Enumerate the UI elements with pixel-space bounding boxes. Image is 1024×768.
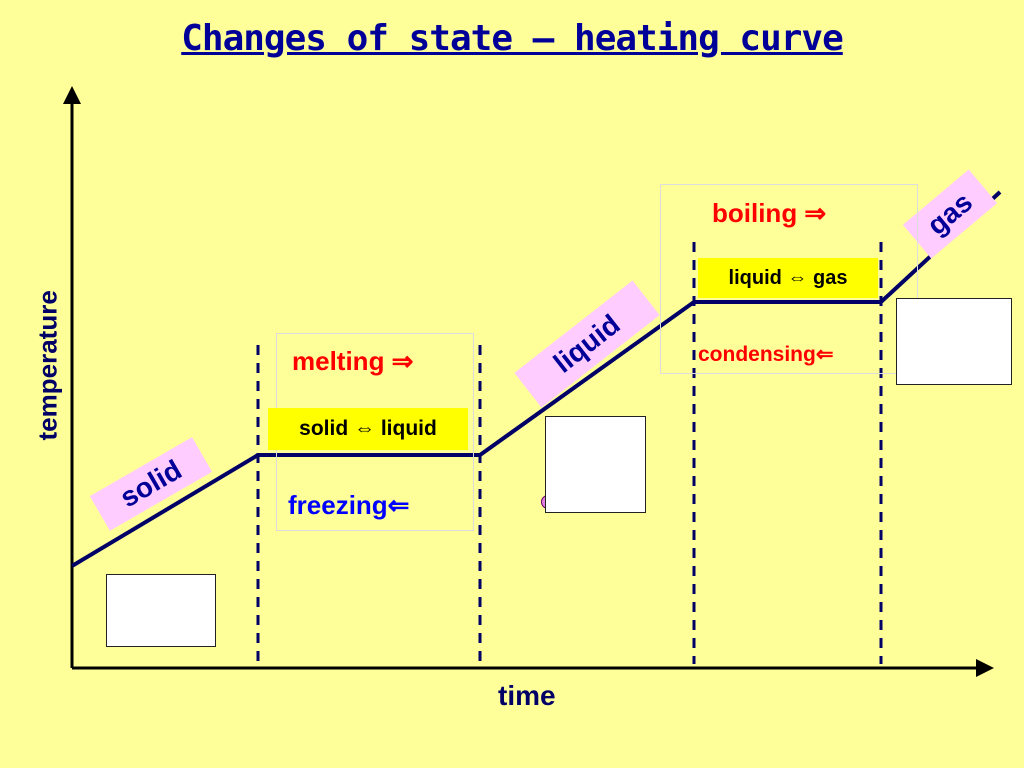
freezing-label: freezing⇐ — [288, 490, 410, 520]
gas-particle-box — [896, 298, 1012, 385]
liquid-particle-box — [545, 416, 646, 513]
boiling-label: boiling ⇒ — [712, 198, 827, 228]
y-axis-label: temperature — [32, 290, 63, 441]
page-title: Changes of state – heating curve — [181, 18, 844, 59]
solid-particle-box — [106, 574, 216, 647]
liquid-gas-equilibrium: liquid ⇔ gas — [698, 258, 878, 298]
y-axis-arrow — [63, 86, 81, 104]
heating-curve — [70, 190, 1002, 568]
x-axis-arrow — [976, 659, 994, 677]
x-axis-label: time — [498, 680, 556, 711]
melting-label: melting ⇒ — [292, 346, 414, 376]
boiling-panel — [660, 184, 918, 374]
solid-liquid-equilibrium: solid ⇔ liquid — [268, 408, 468, 450]
condensing-label: condensing⇐ — [698, 343, 834, 366]
